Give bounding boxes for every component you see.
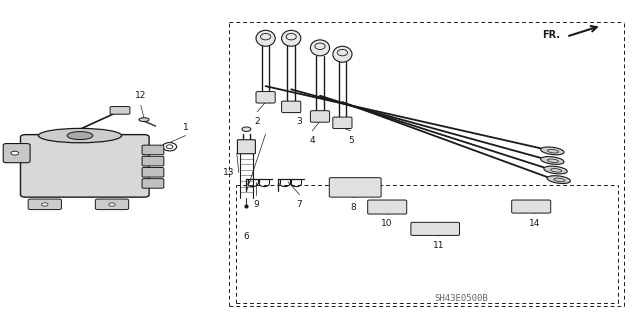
- FancyBboxPatch shape: [142, 156, 164, 166]
- FancyBboxPatch shape: [142, 179, 164, 188]
- Text: 1: 1: [183, 123, 188, 132]
- Text: 12: 12: [135, 91, 147, 100]
- Ellipse shape: [310, 40, 330, 56]
- FancyBboxPatch shape: [95, 199, 129, 210]
- Ellipse shape: [541, 147, 564, 155]
- Text: 9: 9: [253, 200, 259, 209]
- Ellipse shape: [242, 127, 251, 131]
- Text: 11: 11: [433, 241, 444, 250]
- FancyBboxPatch shape: [367, 200, 407, 214]
- Ellipse shape: [547, 176, 570, 183]
- FancyBboxPatch shape: [3, 144, 30, 163]
- Text: 3: 3: [297, 117, 302, 126]
- FancyBboxPatch shape: [28, 199, 61, 210]
- Ellipse shape: [42, 203, 48, 206]
- Ellipse shape: [109, 203, 115, 206]
- Text: 2: 2: [255, 117, 260, 126]
- Ellipse shape: [544, 166, 567, 174]
- Ellipse shape: [163, 143, 177, 151]
- Ellipse shape: [282, 30, 301, 46]
- Ellipse shape: [139, 118, 149, 122]
- Ellipse shape: [38, 128, 122, 143]
- Text: SH43E0500B: SH43E0500B: [434, 294, 488, 303]
- Text: 14: 14: [529, 219, 540, 228]
- FancyBboxPatch shape: [282, 101, 301, 113]
- Text: 10: 10: [381, 219, 393, 228]
- FancyBboxPatch shape: [20, 135, 149, 197]
- Ellipse shape: [256, 30, 275, 46]
- FancyBboxPatch shape: [142, 145, 164, 155]
- FancyBboxPatch shape: [330, 178, 381, 197]
- Text: 5: 5: [348, 136, 353, 145]
- Ellipse shape: [333, 46, 352, 62]
- FancyBboxPatch shape: [142, 167, 164, 177]
- FancyBboxPatch shape: [256, 92, 275, 103]
- FancyBboxPatch shape: [512, 200, 550, 213]
- Text: FR.: FR.: [542, 30, 560, 40]
- FancyBboxPatch shape: [237, 140, 255, 154]
- Text: 13: 13: [223, 168, 235, 177]
- FancyBboxPatch shape: [310, 111, 330, 122]
- Text: 6: 6: [244, 232, 249, 241]
- Ellipse shape: [67, 131, 93, 140]
- Text: 4: 4: [310, 136, 315, 145]
- FancyBboxPatch shape: [333, 117, 352, 129]
- FancyBboxPatch shape: [110, 107, 130, 114]
- Text: 8: 8: [351, 203, 356, 212]
- Text: 7: 7: [297, 200, 302, 209]
- Ellipse shape: [541, 157, 564, 164]
- Ellipse shape: [11, 151, 19, 155]
- FancyBboxPatch shape: [411, 222, 460, 235]
